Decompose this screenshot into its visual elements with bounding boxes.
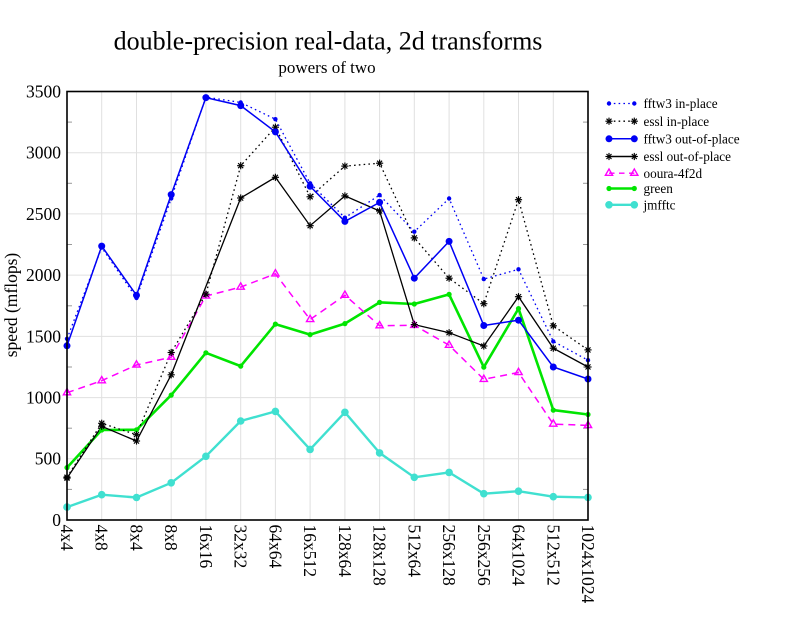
svg-text:8x4: 8x4 <box>127 525 147 552</box>
svg-text:16x512: 16x512 <box>300 525 320 578</box>
svg-text:double-precision real-data, 2d: double-precision real-data, 2d transform… <box>114 27 543 56</box>
svg-text:128x128: 128x128 <box>370 525 390 587</box>
svg-text:64x64: 64x64 <box>265 525 285 569</box>
svg-text:32x32: 32x32 <box>231 525 251 569</box>
svg-text:4x8: 4x8 <box>92 525 112 552</box>
svg-text:512x512: 512x512 <box>543 525 563 586</box>
svg-text:speed (mflops): speed (mflops) <box>1 253 21 358</box>
svg-text:powers of two: powers of two <box>278 58 375 77</box>
svg-text:essl in-place: essl in-place <box>644 114 710 129</box>
svg-text:8x8: 8x8 <box>161 525 181 552</box>
svg-text:fftw3 in-place: fftw3 in-place <box>644 96 718 111</box>
svg-text:3500: 3500 <box>26 81 61 101</box>
svg-text:green: green <box>644 181 674 196</box>
svg-text:64x1024: 64x1024 <box>509 525 529 587</box>
svg-text:fftw3 out-of-place: fftw3 out-of-place <box>644 132 740 147</box>
svg-text:500: 500 <box>35 449 62 469</box>
svg-text:4x4: 4x4 <box>57 525 77 552</box>
svg-text:essl out-of-place: essl out-of-place <box>644 149 732 164</box>
svg-text:2000: 2000 <box>26 265 61 285</box>
svg-text:1500: 1500 <box>26 326 61 346</box>
svg-text:256x128: 256x128 <box>439 525 459 587</box>
svg-text:0: 0 <box>52 510 61 530</box>
svg-text:jmfftc: jmfftc <box>643 198 676 213</box>
svg-text:1024x1024: 1024x1024 <box>578 525 598 604</box>
svg-text:256x256: 256x256 <box>474 525 494 587</box>
svg-text:512x64: 512x64 <box>404 525 424 578</box>
svg-text:1000: 1000 <box>26 388 61 408</box>
svg-text:128x64: 128x64 <box>335 525 355 578</box>
svg-text:3000: 3000 <box>26 143 61 163</box>
svg-text:2500: 2500 <box>26 204 61 224</box>
svg-text:ooura-4f2d: ooura-4f2d <box>644 166 703 181</box>
svg-text:16x16: 16x16 <box>196 525 216 569</box>
